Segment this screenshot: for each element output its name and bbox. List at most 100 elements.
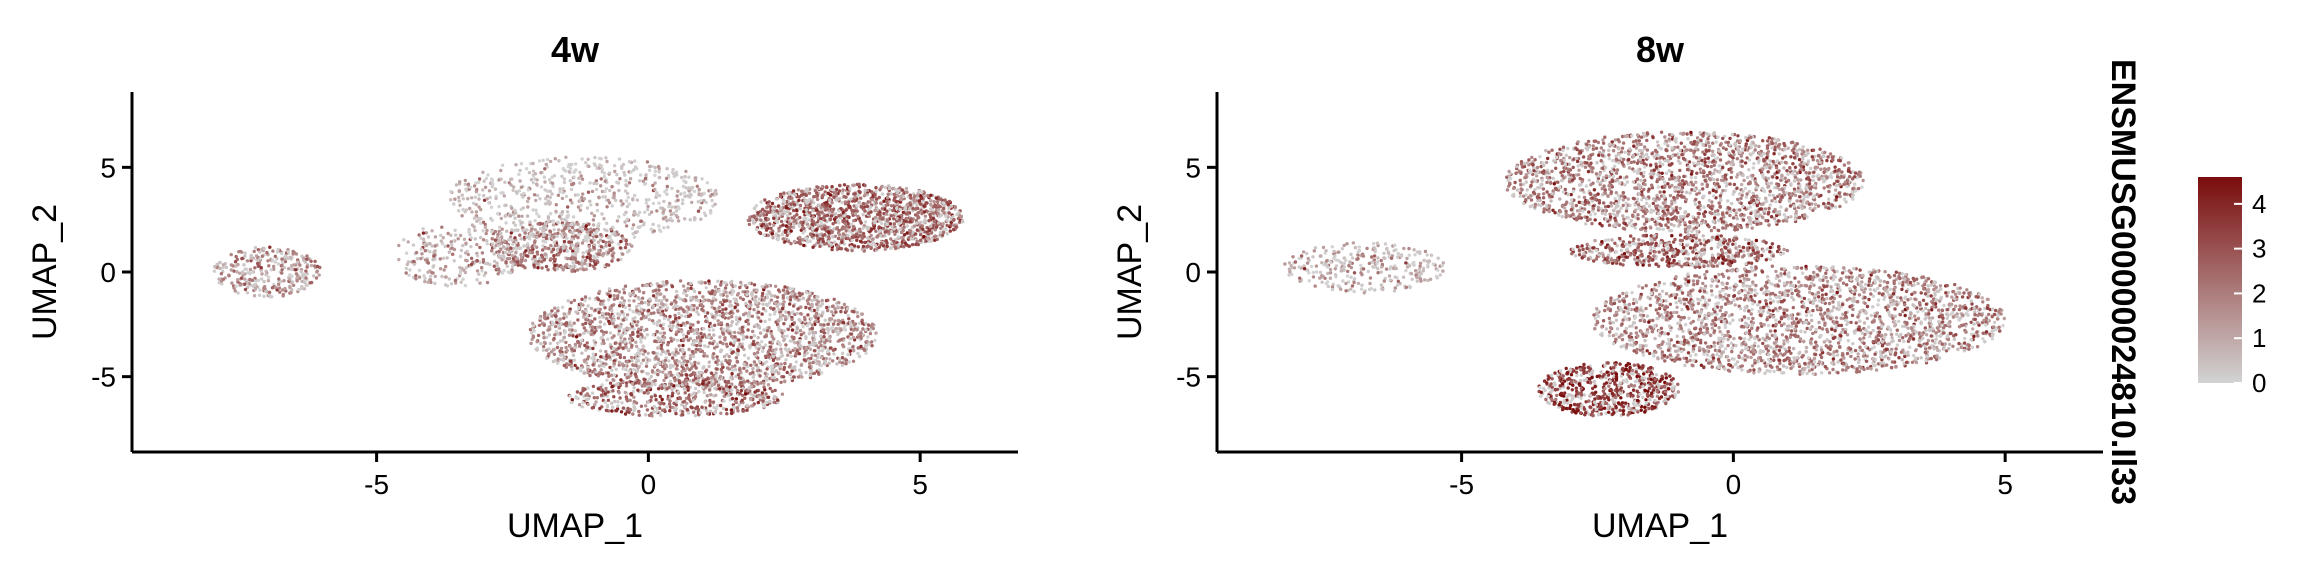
cell-point bbox=[514, 163, 518, 167]
cell-point bbox=[830, 185, 834, 189]
cell-point bbox=[532, 254, 537, 259]
cell-point bbox=[680, 175, 684, 180]
cell-point bbox=[692, 189, 697, 194]
cell-point bbox=[901, 210, 906, 215]
cell-point bbox=[589, 332, 593, 337]
cell-point bbox=[643, 210, 647, 214]
panel-title: 4w bbox=[551, 29, 600, 70]
cell-point bbox=[784, 343, 788, 347]
cell-point bbox=[580, 263, 584, 267]
cell-point bbox=[604, 312, 608, 316]
cell-point bbox=[573, 363, 577, 368]
cell-point bbox=[679, 314, 684, 318]
cell-point bbox=[762, 404, 766, 408]
cell-point bbox=[636, 378, 640, 383]
cell-point bbox=[633, 159, 637, 163]
cell-point bbox=[537, 222, 541, 226]
cell-point bbox=[619, 339, 623, 343]
cell-point bbox=[788, 297, 793, 302]
cell-point bbox=[602, 322, 607, 326]
cell-point bbox=[916, 214, 920, 219]
cell-point bbox=[857, 200, 861, 204]
cell-point bbox=[922, 230, 927, 234]
cell-point bbox=[787, 221, 791, 226]
cell-point bbox=[813, 189, 818, 193]
cell-point bbox=[513, 255, 517, 259]
cell-point bbox=[623, 284, 628, 288]
cell-point bbox=[751, 329, 755, 334]
cell-point bbox=[819, 363, 824, 368]
cell-point bbox=[578, 208, 582, 212]
cell-point bbox=[782, 209, 786, 214]
cell-point bbox=[703, 400, 707, 404]
cell-point bbox=[738, 285, 742, 290]
cell-point bbox=[539, 341, 543, 346]
cell-point bbox=[634, 305, 639, 309]
cell-point bbox=[846, 307, 850, 311]
cell-point bbox=[613, 399, 617, 404]
cell-point bbox=[590, 391, 595, 395]
cell-point bbox=[564, 321, 569, 325]
cell-point bbox=[727, 359, 732, 363]
cell-point bbox=[875, 212, 880, 217]
cell-point bbox=[677, 327, 681, 332]
cell-point bbox=[603, 392, 607, 396]
cell-point bbox=[857, 185, 862, 189]
cell-point bbox=[541, 331, 546, 335]
cell-point bbox=[916, 242, 920, 247]
cell-point bbox=[634, 356, 639, 361]
cell-point bbox=[588, 248, 592, 252]
cell-point bbox=[719, 282, 723, 287]
cell-point bbox=[576, 318, 580, 322]
cell-point bbox=[914, 218, 919, 223]
cell-point bbox=[677, 344, 681, 348]
cell-point bbox=[617, 385, 621, 390]
cell-point bbox=[739, 376, 743, 380]
cell-point bbox=[597, 310, 601, 315]
cell-point bbox=[590, 189, 595, 194]
cell-point bbox=[621, 236, 625, 241]
cell-point bbox=[795, 311, 799, 316]
cell-point bbox=[657, 201, 661, 205]
cell-point bbox=[584, 258, 588, 263]
cell-point bbox=[771, 354, 776, 359]
cell-point bbox=[877, 225, 881, 229]
cell-point bbox=[815, 208, 819, 212]
cell-point bbox=[600, 335, 605, 340]
cell-point bbox=[880, 241, 884, 246]
cell-point bbox=[777, 236, 781, 240]
cell-point bbox=[806, 224, 811, 229]
cell-point bbox=[627, 303, 632, 308]
cell-point bbox=[815, 193, 820, 197]
cell-point bbox=[646, 372, 650, 376]
cell-point bbox=[774, 363, 778, 368]
cell-point bbox=[849, 245, 853, 249]
cell-point bbox=[828, 357, 832, 361]
cell-point bbox=[556, 357, 560, 361]
cell-point bbox=[874, 331, 878, 335]
cell-point bbox=[504, 203, 508, 207]
cell-point bbox=[587, 244, 591, 249]
cell-point bbox=[744, 301, 748, 306]
cell-point bbox=[670, 356, 675, 360]
cell-point bbox=[849, 222, 854, 226]
cell-point bbox=[601, 338, 605, 343]
cell-point bbox=[555, 361, 560, 366]
cell-point bbox=[658, 361, 662, 365]
cell-point bbox=[797, 198, 801, 202]
cell-point bbox=[674, 347, 678, 351]
cell-point bbox=[908, 228, 912, 233]
cell-point bbox=[607, 298, 611, 302]
cell-point bbox=[612, 361, 616, 365]
cell-point bbox=[612, 303, 616, 307]
cell-point bbox=[556, 253, 561, 257]
cell-point bbox=[792, 375, 796, 379]
cell-point bbox=[609, 238, 613, 242]
cell-point bbox=[729, 310, 733, 314]
cell-point bbox=[725, 366, 730, 370]
cell-point bbox=[900, 188, 904, 192]
cell-point bbox=[482, 194, 486, 198]
cell-point bbox=[686, 411, 691, 415]
cell-point bbox=[870, 344, 874, 348]
cell-point bbox=[929, 207, 933, 211]
